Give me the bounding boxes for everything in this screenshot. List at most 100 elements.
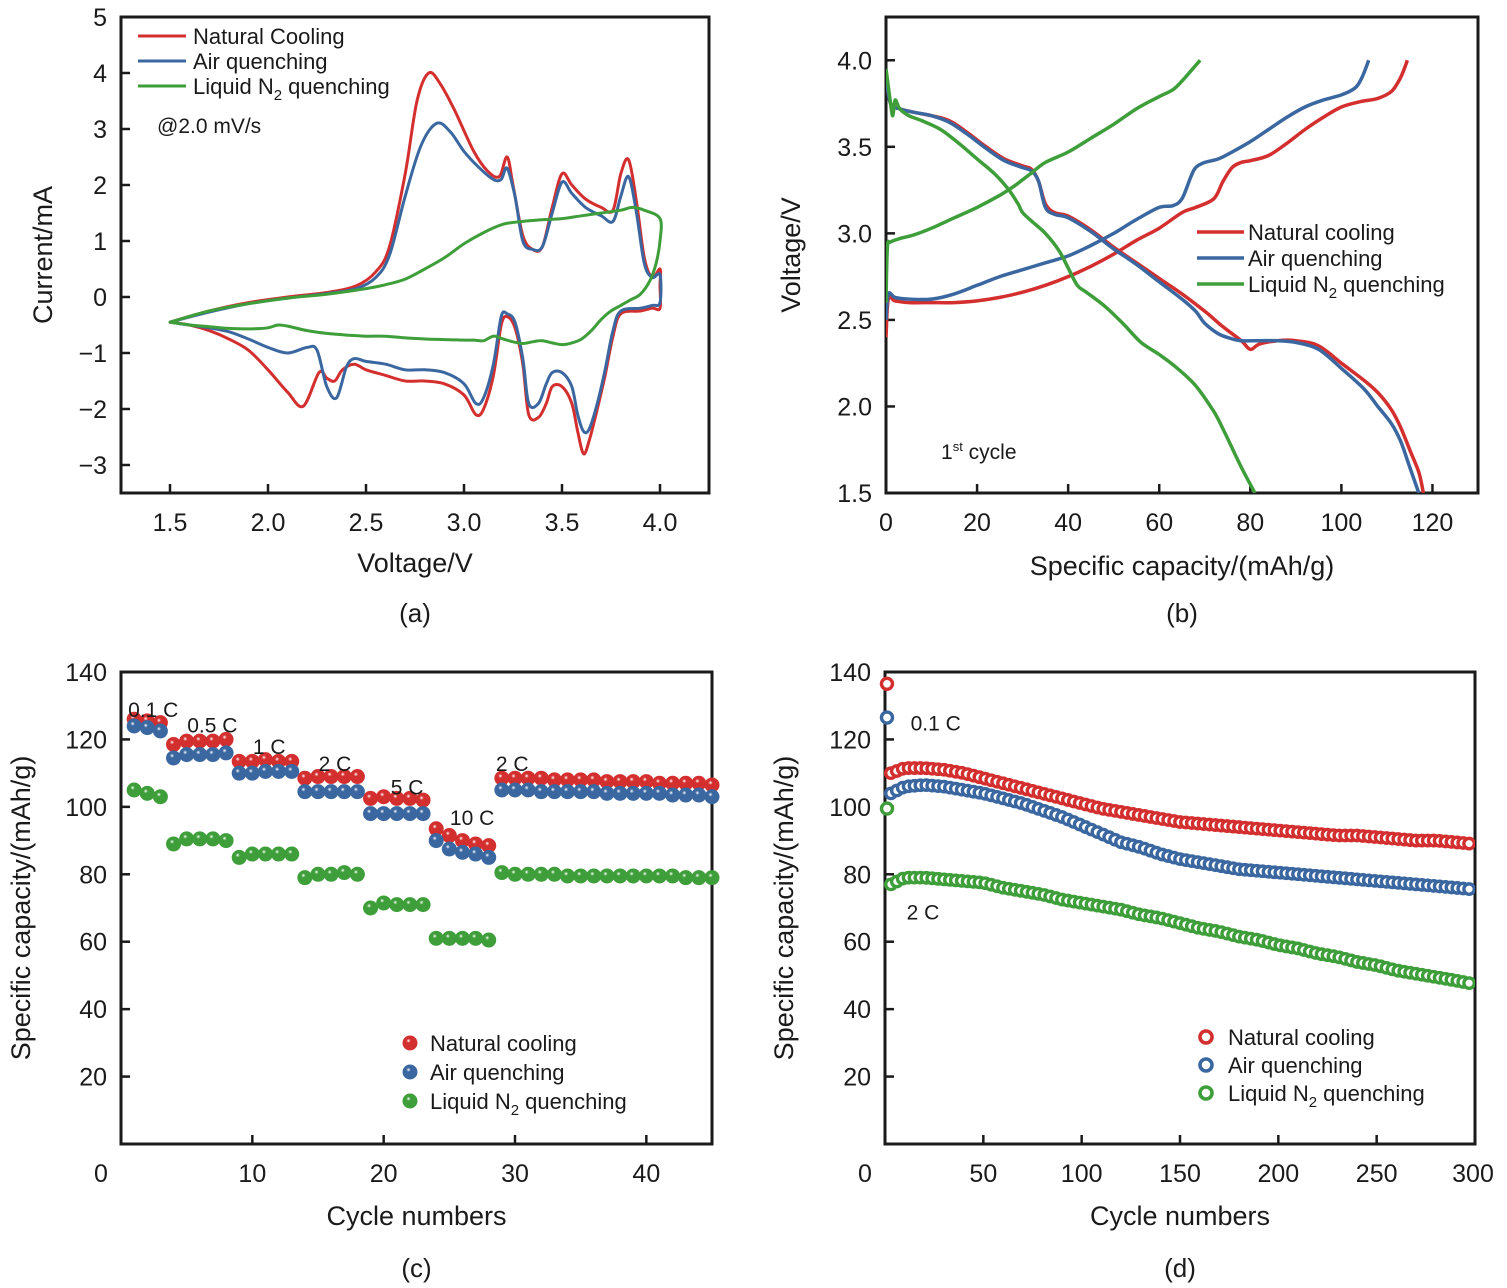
legend-marker-air	[1198, 1057, 1214, 1073]
data-point-natural	[297, 770, 313, 786]
legend-label-main: Liquid N	[1228, 1081, 1309, 1106]
cycle-annotation: 1st cycle	[941, 439, 1017, 464]
legend-label-tail: quenching	[1317, 1081, 1425, 1106]
y-axis-title: Specific capacity/(mAh/g)	[769, 756, 799, 1061]
y-tick-label: 100	[65, 794, 107, 822]
legend-item-natural: Natural cooling	[1228, 1025, 1375, 1050]
data-point-air	[612, 785, 628, 801]
legend-label-main: Air quenching	[193, 49, 328, 74]
data-point-air	[494, 782, 510, 798]
rate-label: 1 C	[253, 736, 286, 759]
data-point-natural	[389, 790, 405, 806]
x-tick-label: 200	[1257, 1160, 1299, 1188]
data-point-liquid	[560, 868, 576, 884]
x-tick-label: 300	[1452, 1160, 1494, 1188]
x-tick-label: 250	[1356, 1160, 1398, 1188]
data-point-natural	[546, 772, 562, 788]
y-tick-label: 40	[843, 996, 871, 1024]
data-point-air	[244, 765, 260, 781]
data-point-air	[691, 787, 707, 803]
y-tick-label: 3.0	[837, 220, 872, 248]
legend-label-subscript: 2	[511, 1102, 519, 1119]
data-point-liquid	[481, 932, 497, 948]
annotation-superscript: st	[953, 439, 964, 454]
rate-label: 2 C	[319, 753, 352, 776]
legend-item-liquid: Liquid N2 quenching	[193, 74, 390, 104]
y-tick-label: 3.5	[837, 134, 872, 162]
data-point-liquid	[402, 897, 418, 913]
y-tick-label: 2.5	[837, 307, 872, 335]
data-point-air	[389, 806, 405, 822]
annotation-tail: cycle	[963, 441, 1017, 464]
data-point-air	[297, 784, 313, 800]
y-tick-label: 2	[93, 172, 107, 200]
data-point-air	[166, 750, 182, 766]
data-point-liquid	[494, 865, 510, 881]
y-tick-label: 5	[93, 4, 107, 32]
data-point-air	[139, 720, 155, 736]
x-tick-label: 3.0	[447, 509, 482, 537]
data-point-liquid	[244, 846, 260, 862]
data-point-air	[284, 763, 300, 779]
data-point-liquid	[205, 831, 221, 847]
data-point-liquid	[376, 895, 392, 911]
data-point-liquid	[349, 866, 365, 882]
data-points	[126, 711, 720, 948]
x-tick-label: 30	[501, 1160, 529, 1188]
data-point-liquid	[297, 870, 313, 886]
data-point-air	[428, 833, 444, 849]
legend-marker-natural	[402, 1035, 418, 1051]
legend-item-air: Air quenching	[1248, 246, 1383, 271]
legend-label-main: Natural cooling	[430, 1031, 577, 1056]
data-point-liquid	[231, 849, 247, 865]
data-point-liquid	[428, 930, 444, 946]
first-cycle-point-liquid	[879, 801, 895, 816]
data-point-liquid	[678, 870, 694, 886]
x-tick-label: 0	[94, 1160, 108, 1188]
data-point-liquid	[507, 866, 523, 882]
data-point-natural	[402, 790, 418, 806]
y-tick-label: 60	[843, 929, 871, 957]
data-point-liquid	[612, 868, 628, 884]
data-point-natural	[205, 733, 221, 749]
y-tick-label: 20	[843, 1064, 871, 1092]
data-point-liquid	[468, 930, 484, 946]
data-point-air	[205, 747, 221, 763]
legend-marker-air	[402, 1064, 418, 1080]
x-tick-label: 2.0	[251, 509, 286, 537]
y-tick-label: −2	[78, 396, 107, 424]
y-axis-title: Specific capacity/(mAh/g)	[6, 756, 36, 1061]
y-tick-label: 1	[93, 228, 107, 256]
legend-item-natural: Natural Cooling	[193, 24, 345, 49]
data-point-natural	[415, 792, 431, 808]
scan-rate-annotation: @2.0 mV/s	[157, 115, 261, 138]
data-point-air	[126, 718, 142, 734]
y-tick-label: 120	[829, 726, 871, 754]
panel-label: (a)	[399, 598, 431, 628]
data-point-liquid	[1462, 976, 1475, 991]
series-lines	[886, 59, 1426, 493]
data-point-liquid	[638, 868, 654, 884]
rate-label: 5 C	[391, 777, 424, 800]
plot-frame	[119, 670, 714, 1146]
x-tick-label: 100	[1321, 509, 1363, 537]
data-points	[879, 676, 1475, 991]
data-point-air	[560, 784, 576, 800]
data-point-air	[533, 784, 549, 800]
data-point-liquid	[126, 782, 142, 798]
data-point-liquid	[166, 836, 182, 852]
data-point-natural	[376, 789, 392, 805]
legend-item-liquid: Liquid N2 quenching	[430, 1089, 627, 1119]
panel-c-rate-capability-chart: 0 10 20 30 40 20 40 60 80 100 120 140 Cycle numbers S…	[6, 659, 720, 1283]
data-point-natural	[691, 775, 707, 791]
x-tick-label: 1.5	[153, 509, 188, 537]
x-tick-label: 120	[1412, 509, 1454, 537]
legend-label-main: Liquid N	[1248, 272, 1329, 297]
data-point-natural	[336, 769, 352, 785]
y-tick-label: 3	[93, 116, 107, 144]
y-tick-label: 40	[79, 996, 107, 1024]
data-point-natural	[678, 775, 694, 791]
y-tick-label: 20	[79, 1064, 107, 1092]
